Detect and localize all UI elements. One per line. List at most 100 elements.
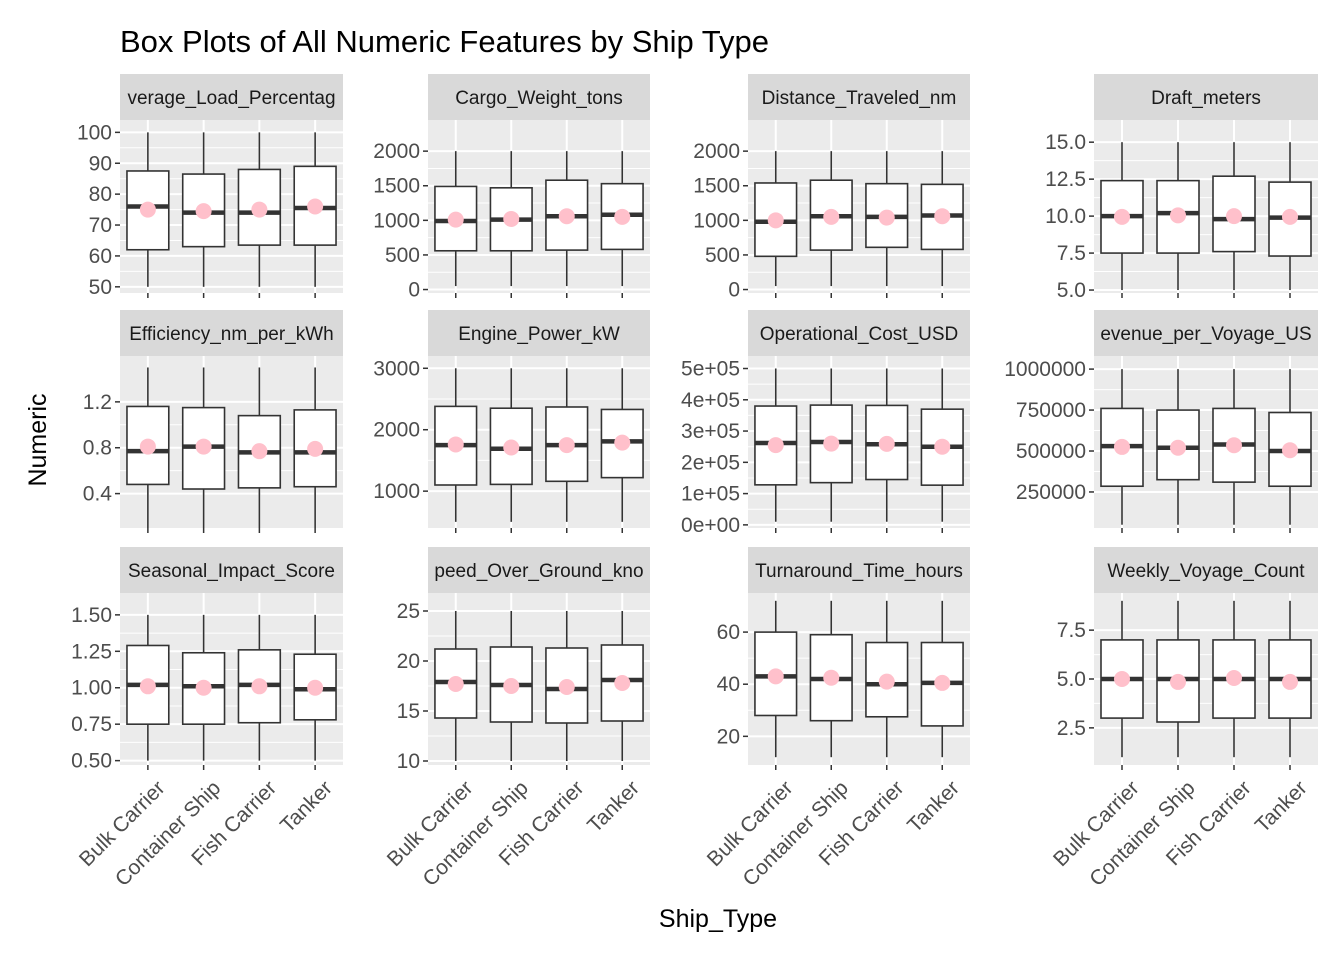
y-tick-label: 40 bbox=[717, 673, 740, 696]
facet-panel: Efficiency_nm_per_kWh 0.4 0.8 1.2 bbox=[83, 310, 343, 533]
facet-panel: Distance_Traveled_nm 0 500 1000 1500 2000 bbox=[693, 74, 970, 302]
facet-panel: Cargo_Weight_tons 0 500 1000 1500 2000 bbox=[373, 74, 650, 302]
mean-point bbox=[1170, 207, 1186, 224]
y-tick-label: 60 bbox=[89, 245, 112, 268]
y-tick-label: 0.75 bbox=[71, 713, 112, 736]
mean-point bbox=[934, 208, 951, 225]
y-tick-label: 750000 bbox=[1016, 399, 1086, 422]
mean-point bbox=[558, 437, 575, 454]
x-tick-label: Tanker bbox=[903, 776, 964, 837]
mean-point bbox=[307, 198, 324, 215]
y-tick-label: 250000 bbox=[1016, 481, 1086, 504]
mean-point bbox=[767, 668, 784, 685]
mean-point bbox=[1226, 670, 1242, 687]
mean-point bbox=[307, 440, 324, 457]
y-tick-label: 2000 bbox=[373, 140, 420, 163]
mean-point bbox=[1114, 438, 1130, 455]
y-tick-label: 1.2 bbox=[83, 391, 112, 414]
facet-strip bbox=[120, 310, 343, 356]
facet-strip-label: Cargo_Weight_tons bbox=[455, 88, 623, 109]
box bbox=[1156, 409, 1200, 481]
mean-point bbox=[139, 438, 156, 455]
y-tick-label: 60 bbox=[717, 621, 740, 644]
mean-point bbox=[503, 678, 520, 694]
y-tick-label: 0 bbox=[728, 279, 740, 302]
y-tick-label: 1500 bbox=[693, 175, 740, 198]
facet-strip bbox=[1094, 74, 1318, 120]
y-tick-label: 5.0 bbox=[1057, 279, 1086, 302]
y-axis-label: Numeric bbox=[24, 393, 52, 486]
mean-point bbox=[195, 438, 212, 455]
mean-point bbox=[614, 675, 631, 691]
mean-point bbox=[558, 208, 575, 225]
x-axis-label: Ship_Type bbox=[659, 905, 777, 933]
mean-point bbox=[195, 679, 212, 696]
mean-point bbox=[878, 673, 895, 690]
y-tick-label: 80 bbox=[89, 183, 112, 206]
mean-point bbox=[1226, 437, 1242, 454]
facet-strip bbox=[748, 310, 970, 356]
facet-strip-label: Draft_meters bbox=[1151, 88, 1261, 109]
mean-point bbox=[1282, 673, 1298, 690]
mean-point bbox=[823, 435, 840, 452]
y-tick-label: 2.5 bbox=[1057, 717, 1086, 740]
facet-strip bbox=[428, 310, 650, 356]
chart-title: Box Plots of All Numeric Features by Shi… bbox=[120, 24, 769, 59]
mean-point bbox=[1282, 442, 1298, 459]
box bbox=[434, 185, 478, 252]
facet-panel: Draft_meters 5.0 7.5 10.0 12.5 15.0 bbox=[1045, 74, 1318, 302]
y-tick-label: 1000 bbox=[373, 480, 420, 503]
y-tick-label: 5e+05 bbox=[681, 358, 740, 381]
facet-panel: verage_Load_Percentag 50 60 70 80 90 100 bbox=[77, 74, 343, 299]
mean-point bbox=[823, 669, 840, 686]
y-tick-label: 20 bbox=[717, 725, 740, 748]
y-tick-label: 0.8 bbox=[83, 437, 112, 460]
mean-point bbox=[195, 203, 212, 220]
y-tick-label: 100 bbox=[77, 121, 112, 144]
y-tick-label: 1500 bbox=[373, 175, 420, 198]
mean-point bbox=[767, 212, 784, 229]
facet-panel: Engine_Power_kW 1000 2000 3000 bbox=[373, 310, 650, 533]
facet-strip bbox=[1094, 310, 1318, 356]
mean-point bbox=[823, 208, 840, 225]
mean-point bbox=[503, 439, 520, 456]
y-tick-label: 1000000 bbox=[1004, 358, 1086, 381]
y-tick-label: 3000 bbox=[373, 357, 420, 380]
y-tick-label: 1.00 bbox=[71, 677, 112, 700]
y-tick-label: 15 bbox=[397, 700, 420, 723]
y-tick-label: 1e+05 bbox=[681, 483, 740, 506]
mean-point bbox=[1282, 208, 1298, 225]
mean-point bbox=[251, 443, 268, 460]
facet-strip-label: Turnaround_Time_hours bbox=[755, 561, 963, 582]
facet-panel: evenue_per_Voyage_US 250000 500000 750000 10… bbox=[1004, 310, 1318, 533]
mean-point bbox=[878, 209, 895, 226]
y-tick-label: 7.5 bbox=[1057, 619, 1086, 642]
mean-point bbox=[139, 678, 156, 695]
y-tick-label: 1.50 bbox=[71, 604, 112, 627]
facet-strip bbox=[428, 547, 650, 593]
facet-strip-label: verage_Load_Percentag bbox=[127, 88, 335, 109]
y-tick-label: 2000 bbox=[693, 140, 740, 163]
y-tick-label: 1000 bbox=[373, 209, 420, 232]
mean-point bbox=[1114, 671, 1130, 687]
mean-point bbox=[878, 435, 895, 452]
mean-point bbox=[307, 679, 324, 696]
y-tick-label: 2000 bbox=[373, 419, 420, 442]
mean-point bbox=[447, 676, 464, 692]
mean-point bbox=[139, 201, 156, 218]
y-tick-label: 7.5 bbox=[1057, 242, 1086, 265]
mean-point bbox=[934, 438, 951, 455]
mean-point bbox=[503, 210, 520, 227]
facet-panel: Operational_Cost_USD 0e+00 1e+05 2e+05 3e+05… bbox=[681, 310, 970, 537]
y-tick-label: 50 bbox=[89, 276, 112, 299]
mean-point bbox=[614, 208, 631, 225]
y-tick-label: 0 bbox=[408, 279, 420, 302]
y-tick-label: 500 bbox=[705, 244, 740, 267]
y-tick-label: 500000 bbox=[1016, 440, 1086, 463]
facet-strip bbox=[120, 547, 343, 593]
y-tick-label: 500 bbox=[385, 244, 420, 267]
